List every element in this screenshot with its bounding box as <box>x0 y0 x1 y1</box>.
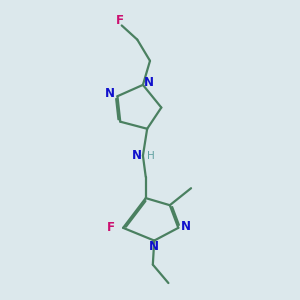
Text: F: F <box>107 221 115 234</box>
Text: F: F <box>116 14 124 27</box>
Text: H: H <box>147 151 155 161</box>
Text: N: N <box>149 240 159 253</box>
Text: N: N <box>132 149 142 162</box>
Text: N: N <box>104 87 115 100</box>
Text: N: N <box>144 76 154 88</box>
Text: N: N <box>181 220 191 233</box>
